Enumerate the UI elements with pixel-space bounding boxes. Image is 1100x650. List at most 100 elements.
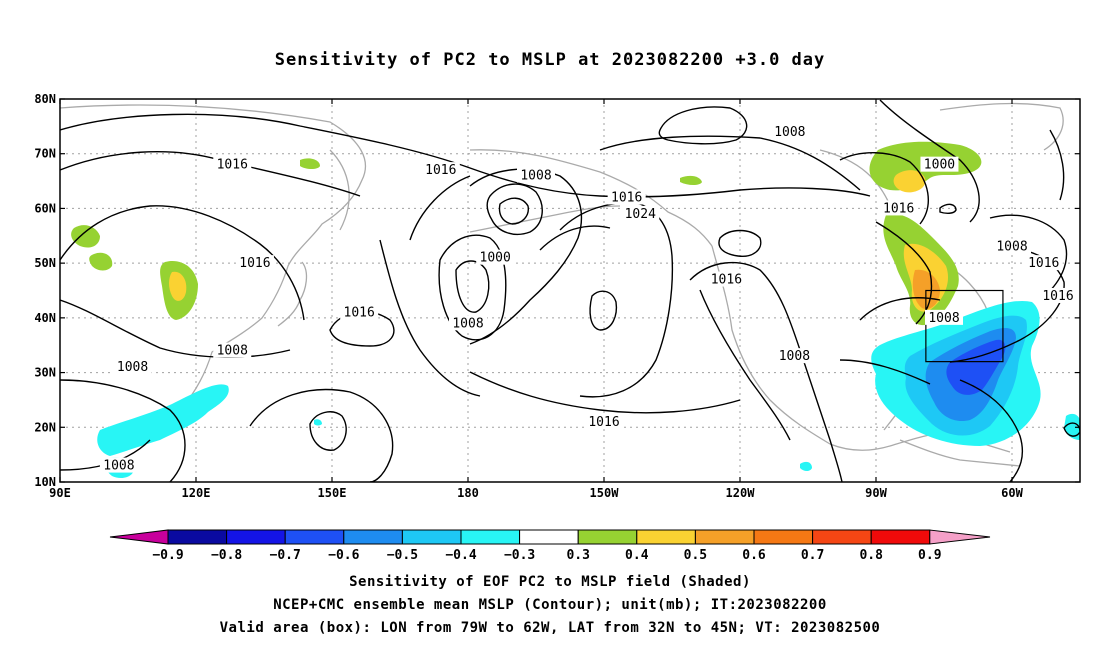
colorbar-swatch bbox=[460, 529, 521, 545]
colorbar-tick-label: −0.7 bbox=[270, 548, 301, 563]
positive-sensitivity-region bbox=[300, 158, 320, 169]
map-frame bbox=[59, 98, 1081, 483]
contour-label-bg bbox=[707, 271, 746, 287]
colorbar-tick-label: −0.4 bbox=[445, 548, 476, 563]
mslp-contour bbox=[60, 379, 186, 482]
mslp-contour bbox=[939, 203, 957, 215]
contour-label-bg bbox=[421, 162, 460, 178]
positive-sensitivity-region bbox=[71, 225, 100, 248]
colorbar-low-end bbox=[109, 529, 169, 545]
mslp-contour bbox=[498, 197, 529, 225]
contour-label-bg bbox=[585, 413, 623, 429]
axis-ticks: 90E 120E 150E 180 150W 120W 90W 60W 10N 20N 30N 40N… bbox=[34, 92, 1080, 500]
mslp-contour bbox=[879, 99, 980, 223]
positive-sensitivity-region bbox=[680, 175, 702, 185]
lon-tick-label: 180 bbox=[457, 486, 479, 500]
colorbar-swatch bbox=[812, 529, 872, 545]
map-title: Sensitivity of PC2 to MSLP at 2023082200… bbox=[274, 50, 826, 70]
colorbar-swatch bbox=[167, 529, 228, 545]
contour-label: 1016 bbox=[611, 190, 642, 205]
contour-label-bg bbox=[925, 309, 963, 325]
valid-area-box bbox=[925, 289, 1004, 363]
mslp-contour bbox=[718, 229, 762, 257]
contour-label-bg bbox=[213, 342, 252, 358]
lat-tick-label: 10N bbox=[34, 475, 56, 489]
contour-label: 1008 bbox=[779, 349, 810, 364]
colorbar-swatch bbox=[694, 529, 755, 545]
mslp-contour bbox=[839, 152, 929, 225]
colorbar: −0.9 −0.8 −0.7 −0.6 −0.5 −0.4 −0.3 0.3 0.4 0.5 0.6… bbox=[109, 529, 991, 563]
coastline-japan bbox=[277, 261, 308, 327]
contour-label: 1016 bbox=[588, 415, 619, 430]
mslp-contour bbox=[589, 290, 618, 331]
coastline-kamchatka bbox=[329, 149, 350, 231]
contour-label: 1000 bbox=[480, 251, 511, 266]
coastlines bbox=[60, 102, 1064, 467]
coastline-aleutians bbox=[469, 205, 621, 233]
contour-label-bg bbox=[517, 167, 555, 183]
colorbar-swatch bbox=[753, 529, 814, 545]
contour-label: 1016 bbox=[344, 305, 375, 320]
mslp-contour bbox=[409, 175, 471, 241]
mslp-contour bbox=[1063, 422, 1080, 437]
contour-label-bg bbox=[449, 315, 487, 331]
colorbar-swatch bbox=[577, 529, 638, 545]
lat-tick-label: 80N bbox=[34, 92, 56, 106]
negative-sensitivity-region bbox=[314, 419, 322, 426]
negative-sensitivity-region bbox=[97, 384, 229, 456]
lon-tick-label: 120E bbox=[182, 486, 211, 500]
negative-sensitivity-region bbox=[800, 461, 812, 471]
lon-tick-label: 90W bbox=[865, 486, 887, 500]
colorbar-tick-label: 0.4 bbox=[625, 548, 649, 563]
contour-label: 1016 bbox=[1028, 256, 1059, 271]
contour-label-bg bbox=[213, 156, 252, 172]
coastline-asia bbox=[60, 104, 367, 431]
colorbar-swatch bbox=[519, 529, 579, 545]
positive-sensitivity-region bbox=[169, 271, 187, 301]
contour-label-bg bbox=[1039, 287, 1077, 303]
mslp-contour bbox=[559, 202, 674, 398]
lat-tick-label: 60N bbox=[34, 201, 56, 215]
mslp-contour bbox=[60, 205, 305, 321]
caption-valid-area: Valid area (box): LON from 79W to 62W, L… bbox=[219, 620, 881, 636]
contour-label: 1016 bbox=[239, 256, 270, 271]
contour-label-bg bbox=[621, 205, 660, 221]
colorbar-swatch bbox=[636, 529, 696, 545]
mslp-contour bbox=[469, 371, 741, 414]
lon-tick-label: 90E bbox=[49, 486, 71, 500]
mslp-contour bbox=[455, 260, 490, 313]
mslp-contour bbox=[658, 106, 748, 145]
mslp-contour bbox=[1049, 129, 1065, 201]
contour-label-bg bbox=[607, 189, 646, 205]
mslp-contour bbox=[959, 379, 1024, 482]
mslp-contour bbox=[379, 239, 481, 397]
contour-label: 1008 bbox=[103, 459, 134, 474]
mslp-contour bbox=[60, 299, 291, 358]
colorbar-tick-label: 0.7 bbox=[801, 548, 824, 563]
mslp-contour bbox=[599, 135, 861, 191]
sensitivity-shading bbox=[71, 141, 1080, 478]
mslp-contour bbox=[989, 214, 1068, 301]
contour-label-bg bbox=[340, 304, 379, 320]
colorbar-swatch bbox=[226, 529, 286, 545]
contour-label-bg bbox=[1024, 255, 1063, 271]
contour-label: 1008 bbox=[996, 240, 1027, 255]
caption-contour: NCEP+CMC ensemble mean MSLP (Contour); u… bbox=[273, 597, 827, 613]
lat-tick-label: 20N bbox=[34, 420, 56, 434]
contour-label: 1016 bbox=[1042, 289, 1073, 304]
mslp-contour bbox=[60, 113, 871, 198]
mslp-contour bbox=[839, 359, 931, 385]
contour-label: 1000 bbox=[924, 158, 955, 173]
colorbar-tick-label: 0.8 bbox=[859, 548, 883, 563]
lon-tick-label: 150W bbox=[590, 486, 620, 500]
caption-shading: Sensitivity of EOF PC2 to MSLP field (Sh… bbox=[349, 574, 751, 590]
contour-label: 1016 bbox=[217, 158, 248, 173]
contour-label-bg bbox=[99, 457, 138, 473]
mslp-contour bbox=[486, 183, 543, 236]
contour-label-bg bbox=[113, 359, 152, 375]
colorbar-high-end bbox=[929, 529, 991, 545]
contour-label: 1008 bbox=[928, 311, 959, 326]
mslp-contour bbox=[699, 289, 791, 441]
contour-label-bg bbox=[770, 123, 809, 139]
contour-label: 1024 bbox=[625, 207, 656, 222]
